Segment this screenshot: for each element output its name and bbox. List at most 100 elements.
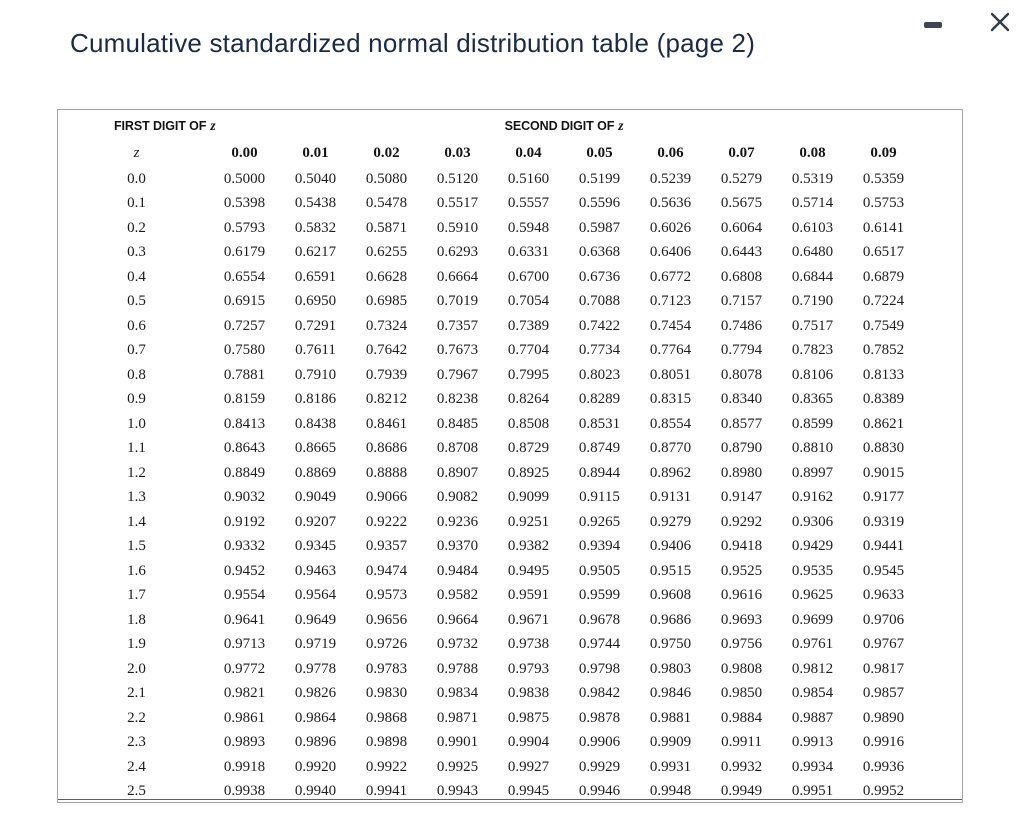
cell-value: 0.9608 <box>649 587 692 604</box>
table-row: 0.5 0.6915 0.6950 0.6985 0.7019 0.7054 0.7088 0… <box>64 290 919 315</box>
cell-value: 0.5832 <box>294 219 337 236</box>
cell-value: 0.9706 <box>862 611 905 628</box>
cell-value: 0.9887 <box>791 709 834 726</box>
cell-value: 0.7910 <box>294 366 337 383</box>
cell-value: 0.9693 <box>720 611 763 628</box>
cell-value: 0.6808 <box>720 268 763 285</box>
cell-value: 0.8289 <box>578 391 621 408</box>
second-digit-label: SECOND DIGIT OF <box>504 119 615 133</box>
cell-value: 0.6517 <box>862 244 905 261</box>
cell-value: 0.6293 <box>436 244 479 261</box>
cell-value: 0.9911 <box>721 734 762 751</box>
cell-value: 0.9633 <box>862 587 905 604</box>
column-header-row: z 0.00 0.01 0.02 0.03 0.04 0.05 0.06 0.07 0.08 0.… <box>64 139 919 167</box>
cell-value: 0.6772 <box>649 268 692 285</box>
minimize-button[interactable] <box>920 14 946 36</box>
cell-value: 0.9943 <box>436 783 479 800</box>
cell-value: 0.9418 <box>720 538 763 555</box>
cell-value: 0.9901 <box>436 734 479 751</box>
cell-value: 0.6950 <box>294 293 337 310</box>
cell-value: 0.7734 <box>578 342 621 359</box>
cell-value: 0.7967 <box>436 366 479 383</box>
z-value: 1.4 <box>127 513 146 530</box>
table-row: 0.0 0.5000 0.5040 0.5080 0.5120 0.5160 0.5199 0… <box>64 167 919 192</box>
table-panel: FIRST DIGIT OF z SECOND DIGIT OF z z 0.00 0… <box>57 109 963 803</box>
table-row: 1.6 0.9452 0.9463 0.9474 0.9484 0.9495 0.9505 0… <box>64 559 919 584</box>
cell-value: 0.6443 <box>720 244 763 261</box>
cell-value: 0.9265 <box>578 513 621 530</box>
z-symbol: z <box>618 118 624 133</box>
cell-value: 0.6844 <box>791 268 834 285</box>
cell-value: 0.9830 <box>365 685 408 702</box>
cell-value: 0.5080 <box>365 170 408 187</box>
cell-value: 0.9761 <box>791 636 834 653</box>
cell-value: 0.5239 <box>649 170 692 187</box>
cell-value: 0.8944 <box>578 464 621 481</box>
cell-value: 0.9936 <box>862 758 905 775</box>
cell-value: 0.5987 <box>578 219 621 236</box>
cell-value: 0.9147 <box>720 489 763 506</box>
z-value: 2.0 <box>127 660 146 677</box>
cell-value: 0.7054 <box>507 293 550 310</box>
cell-value: 0.9893 <box>223 734 266 751</box>
cell-value: 0.9719 <box>294 636 337 653</box>
cell-value: 0.8413 <box>223 415 266 432</box>
table-row: 0.1 0.5398 0.5438 0.5478 0.5517 0.5557 0.5596 0… <box>64 192 919 217</box>
cell-value: 0.9686 <box>649 611 692 628</box>
cell-value: 0.7224 <box>862 293 905 310</box>
cell-value: 0.9495 <box>507 562 550 579</box>
cell-value: 0.5319 <box>791 170 834 187</box>
cell-value: 0.7939 <box>365 366 408 383</box>
cell-value: 0.7190 <box>791 293 834 310</box>
table-row: 1.3 0.9032 0.9049 0.9066 0.9082 0.9099 0.9115 0… <box>64 486 919 511</box>
table-row: 1.1 0.8643 0.8665 0.8686 0.8708 0.8729 0.8749 0… <box>64 437 919 462</box>
cell-value: 0.7422 <box>578 317 621 334</box>
cell-value: 0.9821 <box>223 685 266 702</box>
cell-value: 0.9525 <box>720 562 763 579</box>
cell-value: 0.9846 <box>649 685 692 702</box>
cell-value: 0.9066 <box>365 489 408 506</box>
cell-value: 0.9881 <box>649 709 692 726</box>
table-row: 0.8 0.7881 0.7910 0.7939 0.7967 0.7995 0.8023 0… <box>64 363 919 388</box>
cell-value: 0.8389 <box>862 391 905 408</box>
cell-value: 0.8643 <box>223 440 266 457</box>
cell-value: 0.6026 <box>649 219 692 236</box>
cell-value: 0.9932 <box>720 758 763 775</box>
cell-value: 0.6591 <box>294 268 337 285</box>
cell-value: 0.9032 <box>223 489 266 506</box>
cell-value: 0.9545 <box>862 562 905 579</box>
cell-value: 0.5675 <box>720 195 763 212</box>
cell-value: 0.8461 <box>365 415 408 432</box>
cell-value: 0.8577 <box>720 415 763 432</box>
cell-value: 0.9750 <box>649 636 692 653</box>
cell-value: 0.7673 <box>436 342 479 359</box>
column-header: 0.01 <box>302 144 329 161</box>
cell-value: 0.7995 <box>507 366 550 383</box>
cell-value: 0.9049 <box>294 489 337 506</box>
cell-value: 0.9131 <box>649 489 692 506</box>
cell-value: 0.8810 <box>791 440 834 457</box>
close-button[interactable] <box>986 8 1014 36</box>
cell-value: 0.8907 <box>436 464 479 481</box>
cell-value: 0.6217 <box>294 244 337 261</box>
cell-value: 0.8264 <box>507 391 550 408</box>
cell-value: 0.9236 <box>436 513 479 530</box>
cell-value: 0.9875 <box>507 709 550 726</box>
cell-value: 0.8665 <box>294 440 337 457</box>
cell-value: 0.9817 <box>862 660 905 677</box>
cell-value: 0.7794 <box>720 342 763 359</box>
cell-value: 0.9699 <box>791 611 834 628</box>
z-value: 1.2 <box>127 464 146 481</box>
column-header: 0.02 <box>373 144 400 161</box>
cell-value: 0.8023 <box>578 366 621 383</box>
cell-value: 0.9015 <box>862 464 905 481</box>
cell-value: 0.5793 <box>223 219 266 236</box>
cell-value: 0.7852 <box>862 342 905 359</box>
cell-value: 0.6879 <box>862 268 905 285</box>
cell-value: 0.9803 <box>649 660 692 677</box>
cell-value: 0.8888 <box>365 464 408 481</box>
z-symbol: z <box>210 118 216 133</box>
cell-value: 0.9279 <box>649 513 692 530</box>
cell-value: 0.7823 <box>791 342 834 359</box>
cell-value: 0.5000 <box>223 170 266 187</box>
